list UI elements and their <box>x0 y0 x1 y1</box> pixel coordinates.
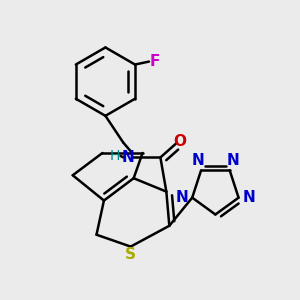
Text: N: N <box>243 190 255 205</box>
Text: S: S <box>125 248 136 262</box>
Text: N: N <box>226 153 239 168</box>
Text: N: N <box>192 153 205 168</box>
Text: H: H <box>110 149 120 163</box>
Text: F: F <box>149 54 160 69</box>
Text: N: N <box>176 190 188 205</box>
Text: N: N <box>121 150 134 165</box>
Text: O: O <box>173 134 186 148</box>
